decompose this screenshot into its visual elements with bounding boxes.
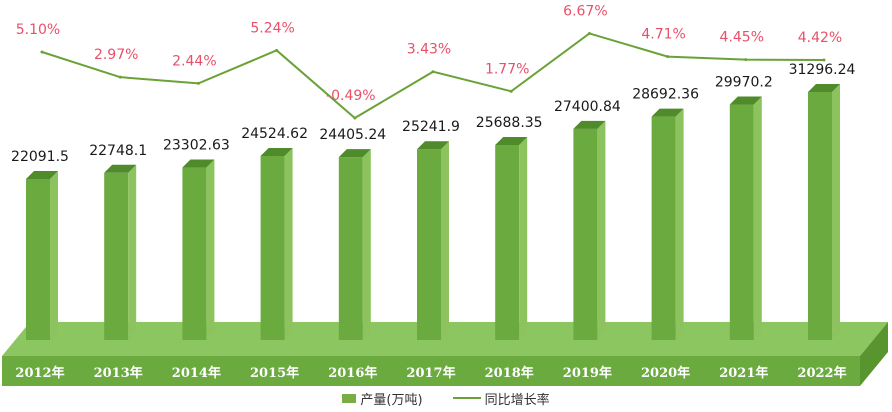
bar-front xyxy=(417,149,441,340)
line-point[interactable] xyxy=(666,55,670,59)
legend-bar-label: 产量(万吨) xyxy=(360,392,423,408)
line-point[interactable] xyxy=(509,89,513,93)
legend-bar-swatch xyxy=(342,393,357,403)
bar-side xyxy=(832,84,840,340)
bar-front xyxy=(729,104,754,341)
bar-top xyxy=(26,171,58,179)
x-tick-label: 2012年 xyxy=(15,365,64,381)
line-point[interactable] xyxy=(587,31,591,35)
line-point[interactable] xyxy=(196,81,200,85)
x-tick-label: 2020年 xyxy=(641,365,690,381)
bar-value-label: 27400.84 xyxy=(554,99,621,115)
x-tick-label: 2016年 xyxy=(328,365,377,381)
bar-top xyxy=(495,137,528,146)
bar-top xyxy=(260,148,293,157)
bar-front xyxy=(26,179,50,340)
line-point[interactable] xyxy=(822,58,826,62)
legend-line-swatch xyxy=(452,397,481,399)
bar-value-label: 25241.9 xyxy=(402,119,460,135)
x-tick-label: 2018年 xyxy=(485,365,534,381)
line-point[interactable] xyxy=(40,50,44,54)
bar-side xyxy=(519,137,528,340)
bar-side xyxy=(675,108,684,341)
bar-8[interactable] xyxy=(651,108,684,341)
bar-value-label: 23302.63 xyxy=(163,138,230,154)
bar-front xyxy=(338,157,363,340)
x-tick-label: 2014年 xyxy=(172,365,221,381)
bar-value-label: 31296.24 xyxy=(789,62,856,78)
bar-front xyxy=(260,156,285,340)
floor-side xyxy=(860,322,888,386)
bar-10[interactable] xyxy=(808,84,840,340)
line-point[interactable] xyxy=(353,116,357,120)
bar-front xyxy=(495,145,520,340)
legend-line-label: 同比增长率 xyxy=(484,392,550,408)
pct-value-label: -0.49% xyxy=(326,88,376,104)
pct-value-label: 5.10% xyxy=(16,22,60,38)
line-point[interactable] xyxy=(275,48,279,52)
pct-value-label: 2.44% xyxy=(172,53,216,69)
bar-value-label: 24524.62 xyxy=(241,126,308,142)
bar-front xyxy=(808,92,832,340)
bar-6[interactable] xyxy=(495,137,528,340)
pct-value-label: 4.42% xyxy=(798,30,842,46)
bar-value-label: 22091.5 xyxy=(11,149,69,165)
bar-top xyxy=(729,96,762,105)
x-tick-label: 2017年 xyxy=(406,365,455,381)
pct-value-label: 1.77% xyxy=(485,61,529,77)
bar-top xyxy=(182,159,215,168)
bar-top xyxy=(338,149,371,158)
pct-value-label: 4.45% xyxy=(720,30,764,46)
pct-value-label: 4.71% xyxy=(641,27,685,43)
pct-value-label: 3.43% xyxy=(407,42,451,58)
bar-value-label: 29970.2 xyxy=(715,75,773,91)
chart-canvas: 22091.5 22748.1 23302.63 24524.62 24405.24 25… xyxy=(2,3,888,386)
legend: 产量(万吨) 同比增长率 xyxy=(0,388,892,408)
bar-value-label: 28692.36 xyxy=(632,87,699,103)
bar-top xyxy=(651,108,684,117)
floor-front xyxy=(2,356,860,386)
bar-top xyxy=(573,120,606,129)
bar-top xyxy=(417,141,449,150)
x-tick-label: 2021年 xyxy=(719,365,768,381)
bar-front xyxy=(573,128,598,340)
bar-1[interactable] xyxy=(104,164,137,340)
bar-front xyxy=(651,116,676,341)
bar-side xyxy=(362,149,371,340)
bar-top xyxy=(808,84,840,92)
legend-item-bar[interactable]: 产量(万吨) xyxy=(342,389,423,408)
legend-item-line[interactable]: 同比增长率 xyxy=(452,389,550,408)
bar-4[interactable] xyxy=(338,149,371,340)
bar-0[interactable] xyxy=(26,171,58,340)
bar-front xyxy=(182,167,207,340)
line-point[interactable] xyxy=(744,58,748,62)
bar-5[interactable] xyxy=(417,141,449,340)
bar-top xyxy=(104,164,137,173)
line-point[interactable] xyxy=(118,75,122,79)
bar-9[interactable] xyxy=(729,96,762,341)
x-tick-label: 2022年 xyxy=(797,365,846,381)
pct-value-label: 5.24% xyxy=(250,20,294,36)
bar-value-label: 24405.24 xyxy=(319,127,386,143)
bar-value-label: 22748.1 xyxy=(89,143,147,159)
bar-7[interactable] xyxy=(573,120,606,340)
bar-side xyxy=(753,96,762,341)
x-tick-label: 2019年 xyxy=(563,365,612,381)
x-tick-label: 2015年 xyxy=(250,365,299,381)
bar-3[interactable] xyxy=(260,148,293,340)
x-tick-label: 2013年 xyxy=(94,365,143,381)
bar-value-label: 25688.35 xyxy=(476,115,543,131)
bar-front xyxy=(104,172,129,340)
bar-side xyxy=(50,171,58,340)
bar-2[interactable] xyxy=(182,159,215,340)
bar-side xyxy=(284,148,293,340)
bar-side xyxy=(441,141,449,340)
bar-side xyxy=(206,159,215,340)
pct-value-label: 6.67% xyxy=(563,3,607,19)
pct-value-label: 2.97% xyxy=(94,47,138,63)
line-point[interactable] xyxy=(431,70,435,74)
bar-side xyxy=(597,120,606,340)
bar-side xyxy=(128,164,137,340)
